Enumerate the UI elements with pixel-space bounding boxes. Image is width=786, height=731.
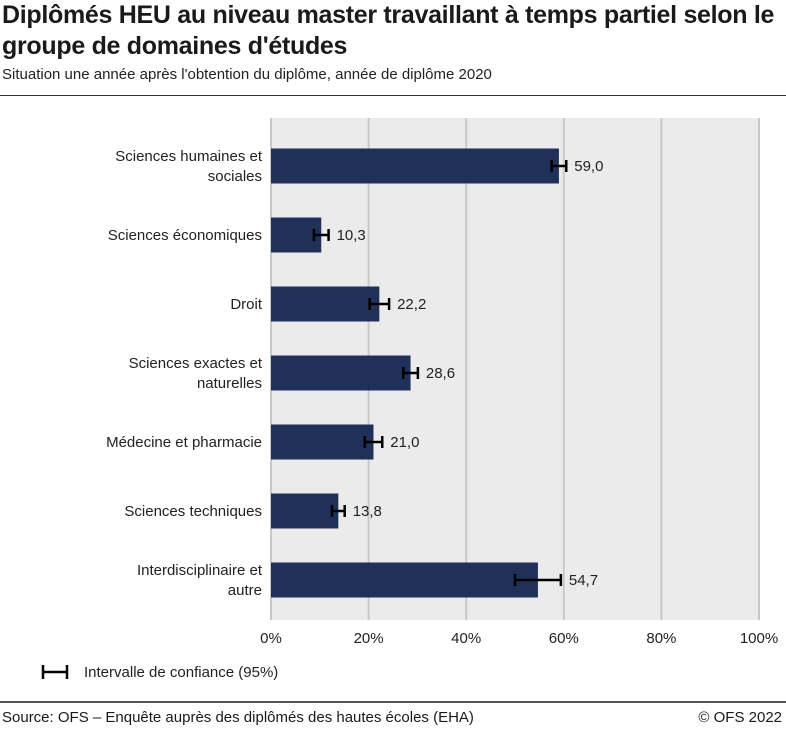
chart-subtitle: Situation une année après l'obtention du… (2, 66, 492, 83)
top-divider (0, 95, 786, 96)
error-bar (312, 229, 330, 241)
legend-label: Intervalle de confiance (95%) (84, 664, 278, 681)
data-label: 10,3 (337, 227, 366, 244)
data-label: 28,6 (426, 365, 455, 382)
bottom-divider (0, 701, 786, 703)
copyright: © OFS 2022 (698, 709, 782, 726)
error-bar (368, 298, 391, 310)
error-bar (550, 160, 568, 172)
category-label: Sciences humaines et sociales (115, 148, 263, 185)
category-label: Droit (230, 296, 263, 313)
data-label: 54,7 (569, 572, 598, 589)
error-bar (401, 367, 420, 379)
legend: Intervalle de confiance (95%) (41, 664, 278, 681)
error-bar (330, 505, 346, 517)
bar-chart: 0% 20% 40% 60% 80% 100% 59,0 Sciences humaines … (41, 118, 778, 681)
category-label: Interdisciplinaire et autre (137, 562, 263, 599)
data-label: 13,8 (353, 503, 382, 520)
bar (271, 424, 374, 460)
x-tick-label: 20% (354, 630, 384, 647)
x-tick-label: 100% (740, 630, 778, 647)
x-tick-label: 80% (646, 630, 676, 647)
error-bar (363, 436, 384, 448)
bar (271, 493, 339, 529)
category-label: Médecine et pharmacie (106, 434, 262, 451)
bar (271, 148, 559, 184)
legend-ci-icon (41, 665, 69, 679)
chart-title: Diplômés HEU au niveau master travaillan… (2, 1, 775, 60)
bar (271, 562, 538, 598)
data-label: 22,2 (397, 296, 426, 313)
error-bar (513, 574, 563, 586)
category-label: Sciences économiques (108, 227, 262, 244)
bar (271, 286, 380, 322)
source-note: Source: OFS – Enquête auprès des diplômé… (2, 709, 474, 726)
category-label: Sciences techniques (124, 503, 262, 520)
data-label: 21,0 (390, 434, 419, 451)
category-label: Sciences exactes et naturelles (129, 355, 263, 392)
x-tick-label: 60% (549, 630, 579, 647)
x-tick-label: 40% (451, 630, 481, 647)
bar (271, 355, 411, 391)
data-label: 59,0 (574, 158, 603, 175)
x-tick-label: 0% (260, 630, 282, 647)
